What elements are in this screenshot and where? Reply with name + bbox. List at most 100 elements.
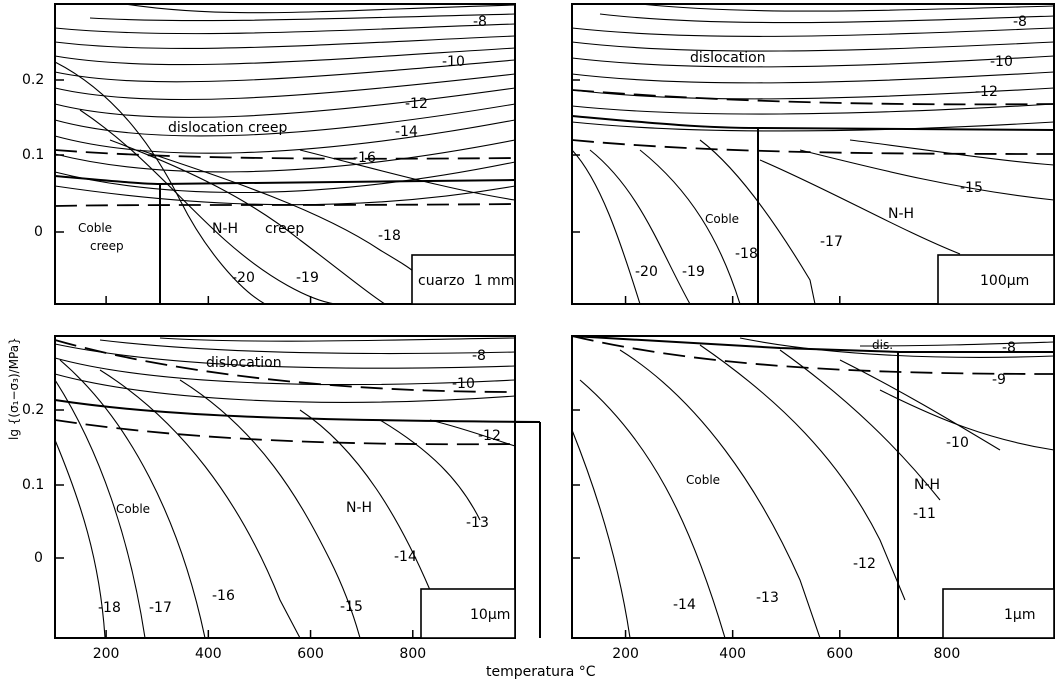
contour-line [571,149,641,305]
contour-line [179,379,361,639]
field-label: N-H [212,221,238,237]
mechanism-boundary [54,175,516,186]
contour-line [571,87,1055,100]
panel-1um [571,335,1055,639]
contour-line [99,339,516,355]
contour-line [54,439,106,639]
contour-label: -13 [466,515,489,531]
contour-line [379,419,481,521]
contour-line [54,357,516,386]
mechanism-boundary [571,335,1054,353]
y-tick-label: 0 [34,224,43,240]
contour-line [639,149,741,305]
contour-line [699,139,816,305]
contour-label: -17 [149,600,172,616]
contour-label: -16 [212,588,235,604]
contour-line [139,149,415,273]
contour-line [54,139,516,173]
contour-label: -20 [635,264,658,280]
field-label: Coble [116,502,150,516]
y-axis-label: lg {(σ₁−σ₃)/MPa} [7,337,21,440]
x-tick-label: 200 [93,646,120,662]
contour-label: -11 [913,506,936,522]
contour-line [571,121,1055,132]
contour-line [54,119,516,154]
contour-line [159,337,516,342]
x-tick-label: 400 [719,646,746,662]
contour-line [99,369,301,639]
contour-label: -12 [405,96,428,112]
contour-label: -14 [394,549,417,565]
contour-label: -10 [452,376,475,392]
mechanism-boundary [54,399,541,423]
contour-line [54,161,516,194]
y-tick-label: 0.1 [22,147,44,163]
contour-label: -19 [296,270,319,286]
contour-label: -12 [853,556,876,572]
contour-label: -18 [98,600,121,616]
grain-size-box: 10µm [420,588,516,639]
contour-line [699,344,906,601]
x-tick-label: 400 [195,646,222,662]
contour-line [109,139,386,305]
field-label: dis. [872,338,893,352]
grain-size-label: 10µm [470,607,510,623]
contour-line [299,409,446,621]
contour-line [589,149,691,305]
field-label: Coble [78,221,112,235]
dashed-boundary [54,149,516,160]
contour-line [59,359,206,639]
field-label: creep [90,239,124,253]
contour-line [299,149,516,201]
x-tick-label: 200 [612,646,639,662]
contour-label: -8 [1002,340,1016,356]
contour-line [54,73,516,101]
field-label: N-H [888,206,914,222]
plot-frame [571,335,1055,639]
x-tick-label: 800 [934,646,961,662]
contour-label: -8 [472,348,486,364]
contour-line [799,149,1055,201]
panel-1mm [54,3,516,305]
mechanism-boundary [571,115,1055,131]
plot-frame [571,3,1055,305]
contour-line [859,341,1055,347]
contour-line [54,103,516,137]
contour-label: -9 [992,372,1006,388]
contour-label: -10 [442,54,465,70]
contour-label: -8 [473,14,487,30]
contour-line [759,159,961,255]
y-tick-label: 0 [34,550,43,566]
grain-size-label: 100µm [980,273,1029,289]
x-axis-label: temperatura °C [486,664,596,680]
panel-10um [54,335,541,639]
contour-label: -18 [735,246,758,262]
contour-label: -15 [340,599,363,615]
contour-label: -14 [673,597,696,613]
contour-line [429,419,516,447]
contour-line [571,27,1055,37]
y-tick-label: 0.1 [22,477,44,493]
contour-label: -15 [960,180,983,196]
dashed-boundary [54,203,516,207]
x-tick-label: 600 [826,646,853,662]
contour-line [54,373,516,403]
contour-line [54,87,516,118]
plot-frame [54,3,516,305]
contour-line [739,337,1055,358]
contour-line [54,47,516,66]
field-label: dislocation [690,50,766,66]
contour-line [89,13,516,22]
contour-line [54,59,516,83]
x-tick-label: 800 [399,646,426,662]
contour-line [571,103,1055,115]
y-ticks-top: 0.2 0.1 0 [22,72,64,240]
grain-size-box: 100µm [937,254,1055,305]
contour-label: -13 [756,590,779,606]
contour-line [571,41,1055,52]
contour-label: -20 [232,270,255,286]
contour-line [599,13,1055,24]
contour-label: -12 [478,428,501,444]
contour-line [79,109,336,305]
